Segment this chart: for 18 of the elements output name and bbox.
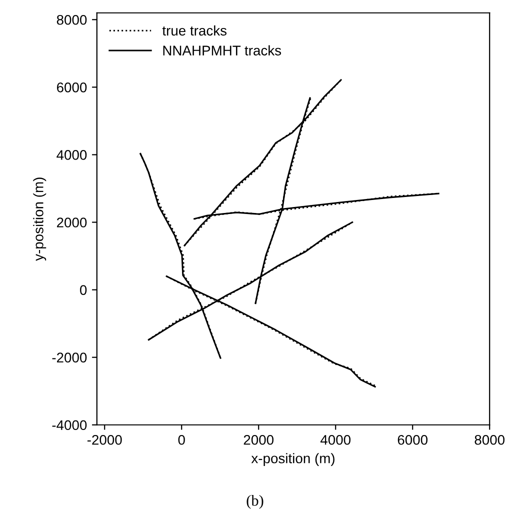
legend-label: true tracks [162, 25, 227, 36]
x-axis-title: x-position (m) [251, 453, 334, 466]
x-tick-label: 2000 [244, 434, 274, 445]
x-tick-label: 0 [178, 434, 185, 445]
x-tick-label: 8000 [474, 434, 505, 445]
y-tick-label: -2000 [52, 352, 87, 363]
text: (b) [246, 494, 264, 509]
x-tick-label: 4000 [320, 434, 351, 445]
y-tick-label: 0 [80, 285, 87, 295]
x-tick-label: -2000 [87, 434, 122, 445]
y-tick-label: 6000 [56, 82, 87, 92]
y-tick-label: 8000 [56, 14, 87, 25]
y-tick-label: 2000 [56, 218, 87, 228]
legend-label: NNAHPMHT tracks [163, 45, 282, 56]
y-tick-label: -4000 [52, 420, 87, 430]
y-axis-title: y-position (m) [33, 178, 46, 261]
x-tick-label: 6000 [398, 434, 428, 445]
y-tick-label: 4000 [56, 150, 87, 160]
